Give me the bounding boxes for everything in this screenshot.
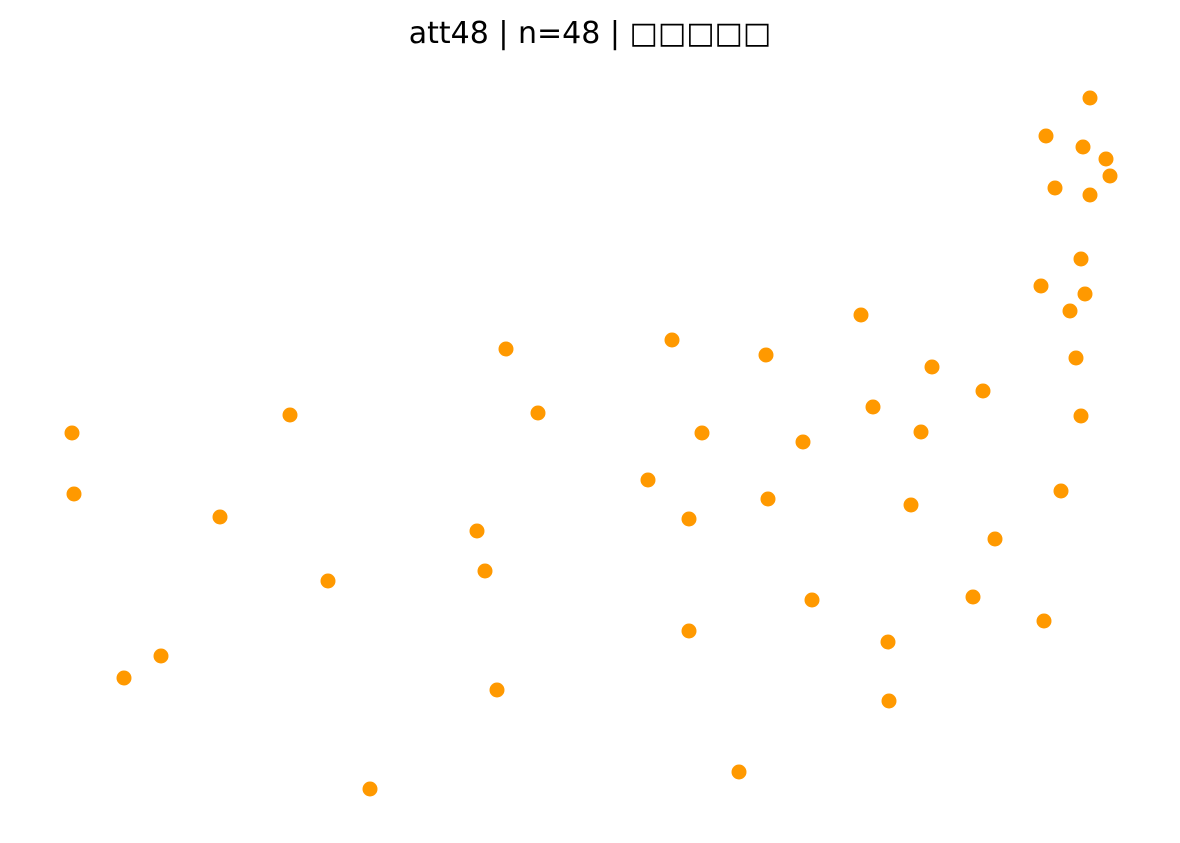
data-point bbox=[881, 635, 896, 650]
data-point bbox=[904, 498, 919, 513]
data-point bbox=[67, 487, 82, 502]
data-point bbox=[470, 524, 485, 539]
data-point bbox=[925, 360, 940, 375]
data-point bbox=[866, 400, 881, 415]
data-point bbox=[1039, 129, 1054, 144]
data-point bbox=[854, 308, 869, 323]
data-point bbox=[1074, 409, 1089, 424]
data-point bbox=[796, 435, 811, 450]
scatter-points bbox=[65, 91, 1118, 797]
data-point bbox=[1083, 91, 1098, 106]
data-point bbox=[1078, 287, 1093, 302]
data-point bbox=[1063, 304, 1078, 319]
data-point bbox=[665, 333, 680, 348]
data-point bbox=[682, 512, 697, 527]
data-point bbox=[117, 671, 132, 686]
data-point bbox=[682, 624, 697, 639]
data-point bbox=[499, 342, 514, 357]
data-point bbox=[321, 574, 336, 589]
data-point bbox=[759, 348, 774, 363]
data-point bbox=[1037, 614, 1052, 629]
data-point bbox=[1099, 152, 1114, 167]
data-point bbox=[478, 564, 493, 579]
data-point bbox=[283, 408, 298, 423]
data-point bbox=[988, 532, 1003, 547]
data-point bbox=[1074, 252, 1089, 267]
data-point bbox=[914, 425, 929, 440]
data-point bbox=[1076, 140, 1091, 155]
data-point bbox=[1103, 169, 1118, 184]
data-point bbox=[966, 590, 981, 605]
data-point bbox=[1048, 181, 1063, 196]
data-point bbox=[732, 765, 747, 780]
data-point bbox=[641, 473, 656, 488]
data-point bbox=[1069, 351, 1084, 366]
data-point bbox=[363, 782, 378, 797]
data-point bbox=[65, 426, 80, 441]
data-point bbox=[882, 694, 897, 709]
data-point bbox=[1034, 279, 1049, 294]
data-point bbox=[805, 593, 820, 608]
data-point bbox=[213, 510, 228, 525]
data-point bbox=[490, 683, 505, 698]
data-point bbox=[1083, 188, 1098, 203]
data-point bbox=[695, 426, 710, 441]
data-point bbox=[1054, 484, 1069, 499]
data-point bbox=[976, 384, 991, 399]
data-point bbox=[761, 492, 776, 507]
data-point bbox=[531, 406, 546, 421]
data-point bbox=[154, 649, 169, 664]
